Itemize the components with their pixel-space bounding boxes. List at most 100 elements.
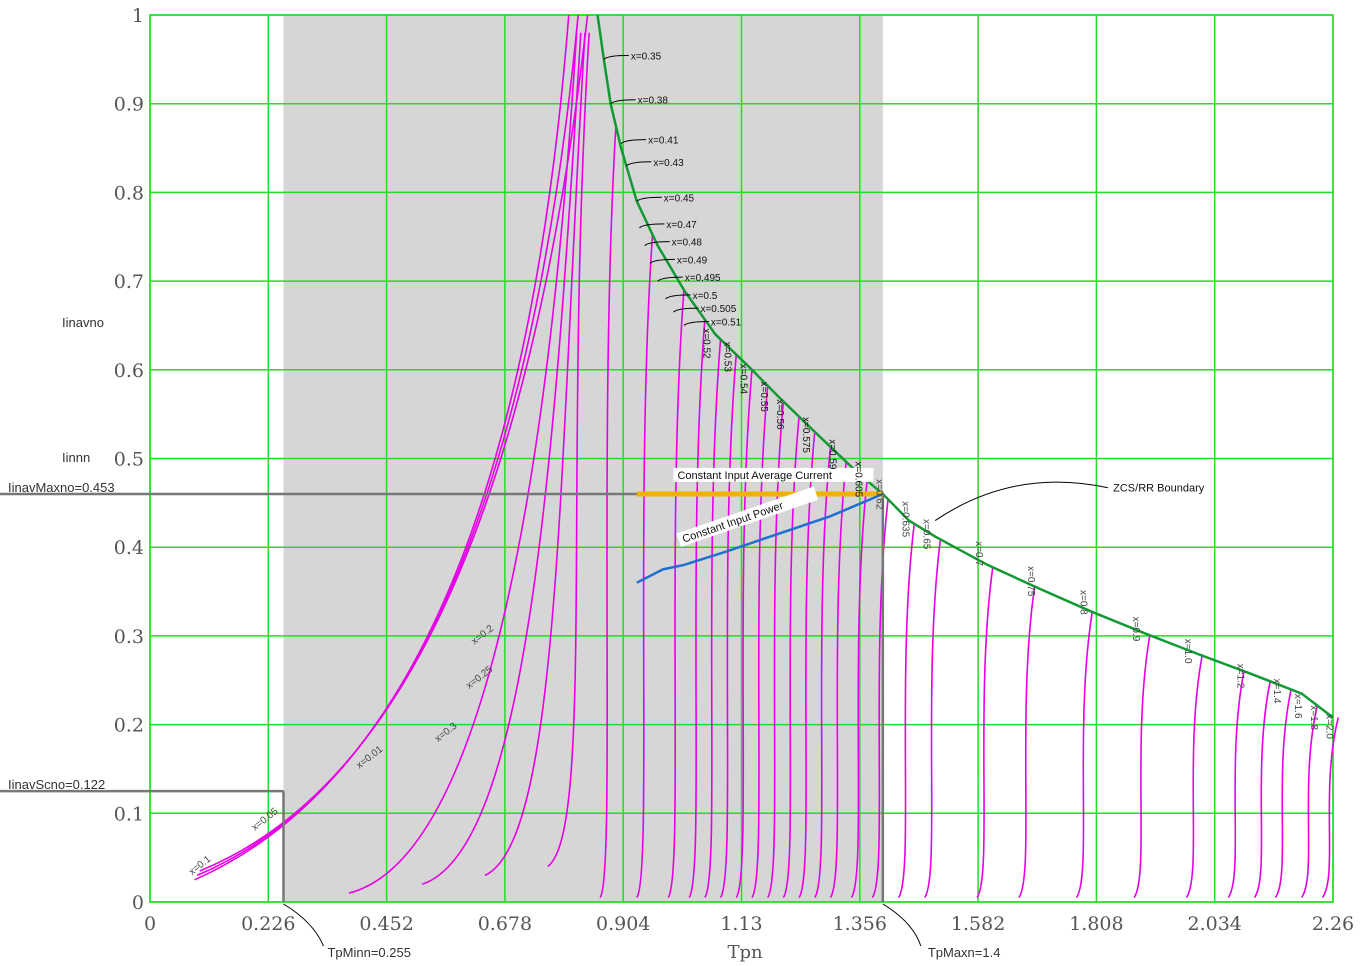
- tick-labels: 0 0.226 0.452 0.678 0.904 1.13 1.356 1.582 1.808…: [114, 5, 1354, 935]
- boundary-label: x=1.0: [1182, 639, 1193, 664]
- boundary-label: x=1.2: [1235, 664, 1246, 689]
- family-curve: [636, 234, 654, 899]
- family-curve: [897, 523, 916, 899]
- x-tick-label: 2.034: [1187, 913, 1241, 935]
- y-tick-label: 0.7: [114, 271, 144, 293]
- boundary-label: x=1.4: [1271, 679, 1282, 704]
- x-tick-label: 0.678: [478, 913, 532, 935]
- boundary-leader: [620, 139, 647, 145]
- boundary-label: x=0.49: [677, 255, 708, 266]
- family-curve: [667, 289, 685, 899]
- tp-max-label: TpMaxn=1.4: [928, 945, 1001, 960]
- x-axis-title: Tpn: [727, 942, 763, 963]
- boundary-label: x=0.505: [700, 304, 736, 315]
- x-tick-label: 0.904: [596, 913, 650, 935]
- boundary-label: x=0.9: [1130, 617, 1141, 642]
- family-curve: [976, 567, 994, 899]
- family-curve: [814, 446, 832, 899]
- family-curve: [1253, 681, 1271, 899]
- boundary-label: x=0.55: [758, 382, 769, 413]
- iinav-max-label: IinavMaxno=0.453: [8, 480, 115, 495]
- y-tick-label: 0.6: [114, 360, 144, 382]
- boundary-label: x=0.45: [664, 193, 695, 204]
- tp-max-leader: [882, 903, 922, 947]
- family-curve: [421, 32, 582, 886]
- boundary-label: x=0.56: [774, 399, 785, 430]
- boundary-label: x=0.35: [631, 51, 662, 62]
- y-tick-label: 0.9: [114, 94, 144, 116]
- boundary-label: x=0.605: [852, 461, 863, 497]
- x-tick-label: 1.582: [951, 913, 1005, 935]
- boundary-label: x=0.48: [672, 238, 703, 249]
- family-curve: [1300, 705, 1319, 899]
- family-curve: [1075, 611, 1094, 899]
- x-tick-label: 1.13: [720, 913, 762, 935]
- y-tick-label: 0.4: [114, 537, 144, 559]
- family-curve: [599, 125, 617, 899]
- y-tick-label: 0.1: [114, 803, 144, 825]
- boundary-label: x=0.47: [666, 220, 697, 231]
- boundary-label: x=0.7: [973, 541, 984, 566]
- boundary-label: x=0.41: [648, 136, 679, 147]
- boundary-leader: [636, 196, 662, 202]
- constant-current-label-bg: [673, 467, 874, 482]
- boundary-leader: [644, 241, 670, 247]
- y-tick-label: 0.3: [114, 626, 144, 648]
- boundary-leader: [665, 294, 691, 300]
- family-curve: [1185, 655, 1203, 899]
- x-tick-label: 0: [144, 913, 156, 935]
- y-axis-label-secondary: Iinnn: [62, 450, 90, 465]
- boundary-leader: [625, 161, 652, 167]
- boundary-label: x=0.38: [638, 96, 669, 107]
- reference-lines: IinavMaxno=0.453 IinavScno=0.122 TpMinn=0.…: [0, 480, 1000, 960]
- boundary-label: x=0.51: [711, 317, 742, 328]
- family-curve: [719, 354, 738, 899]
- family-curve: [798, 431, 816, 899]
- x-tick-label: 0.452: [359, 913, 413, 935]
- family-curve: [1133, 635, 1151, 899]
- x-tick-label: 0.226: [241, 913, 295, 935]
- family-curve: [850, 480, 868, 899]
- boundary-label: x=0.62: [873, 479, 884, 510]
- boundary-label: x=0.635: [900, 501, 911, 537]
- boundary-label: x=0.75: [1025, 566, 1036, 597]
- constant-power-line: [636, 492, 884, 584]
- boundary-label: x=1.8: [1308, 705, 1319, 730]
- plot-frame: [149, 14, 1334, 903]
- boundary-label: x=2.0: [1324, 714, 1335, 739]
- boundary-label: x=1.6: [1292, 694, 1303, 719]
- constant-power-label-bg: [676, 486, 819, 547]
- family-curve: [547, 32, 590, 868]
- boundary-leader: [683, 320, 709, 326]
- family-curve: [484, 32, 586, 877]
- x-tick-label: 1.808: [1069, 913, 1123, 935]
- tp-min-leader: [283, 903, 324, 947]
- boundary-leader: [603, 54, 629, 60]
- y-tick-label: 0: [132, 892, 144, 914]
- family-curve: [704, 339, 722, 899]
- family-curve: [194, 14, 570, 881]
- family-curve: [688, 319, 706, 899]
- boundary-leader: [610, 99, 636, 105]
- family-curve: [1227, 671, 1245, 899]
- boundary-leader: [639, 223, 665, 229]
- boundary-leader: [649, 258, 675, 264]
- iinav-sc-label: IinavScno=0.122: [8, 777, 105, 792]
- boundary-label: x=0.53: [722, 342, 733, 373]
- boundary-label: x=0.495: [685, 273, 721, 284]
- boundary-leader: [673, 307, 699, 313]
- family-curve: [1321, 717, 1340, 899]
- family-curve: [829, 461, 847, 899]
- family-curve: [924, 539, 942, 899]
- family-curve: [1018, 586, 1036, 899]
- constant-current-label: Constant Input Average Current: [677, 470, 832, 482]
- family-curve: [735, 369, 753, 899]
- y-tick-label: 0.5: [114, 449, 144, 471]
- boundary-label: x=0.59: [826, 439, 837, 470]
- y-tick-label: 0.2: [114, 715, 144, 737]
- family-curve: [196, 14, 579, 877]
- boundary-label: x=0.52: [701, 328, 712, 359]
- boundary-label: x=0.54: [737, 364, 748, 395]
- x-tick-label: 1.356: [833, 913, 887, 935]
